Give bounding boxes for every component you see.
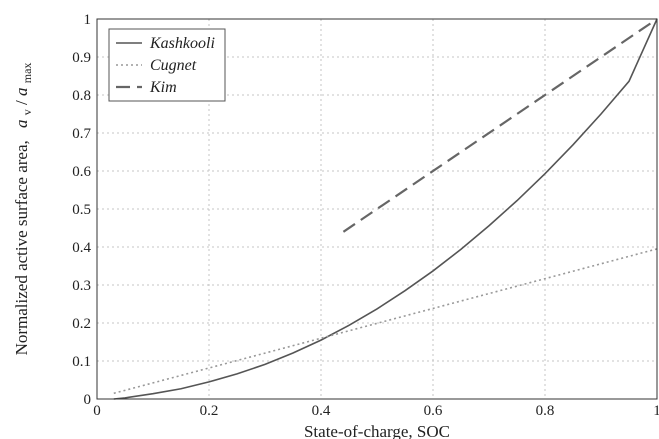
y-axis-label: Normalized active surface area, a v / a … — [12, 63, 35, 356]
series-line-kim — [342, 18, 658, 233]
y-tick-label: 0.3 — [72, 278, 91, 294]
y-tick-label: 0.5 — [72, 202, 91, 218]
series-line-cugnet — [113, 248, 658, 395]
y-axis-label-slash: / — [12, 100, 31, 105]
y-tick-label: 0.4 — [72, 240, 91, 256]
legend: Kashkooli Cugnet Kim — [108, 28, 226, 102]
y-tick-label: 0.1 — [72, 354, 91, 370]
x-tick-label: 1 — [653, 403, 659, 419]
y-tick-label: 0.8 — [72, 88, 91, 104]
legend-label-kashkooli: Kashkooli — [149, 35, 215, 52]
y-axis-label-denominator: a — [12, 87, 31, 96]
y-tick-label: 0.2 — [72, 316, 91, 332]
y-tick-label: 0.7 — [72, 126, 91, 142]
legend-label-cugnet: Cugnet — [150, 57, 197, 74]
y-axis-label-numerator-sub: v — [20, 109, 34, 115]
x-tick-label: 0.6 — [424, 403, 443, 419]
y-axis-label-denominator-sub: max — [20, 63, 34, 84]
x-tick-label: 0.2 — [200, 403, 219, 419]
y-tick-label: 0.6 — [72, 164, 91, 180]
y-axis-label-numerator: a — [12, 119, 31, 128]
legend-box — [108, 28, 226, 102]
plot-frame — [96, 18, 658, 400]
x-tick-label: 0.4 — [312, 403, 331, 419]
y-axis-label-prefix: Normalized active surface area, — [12, 140, 31, 355]
legend-label-kim: Kim — [149, 79, 177, 96]
y-tick-label: 1 — [84, 12, 92, 28]
tick-labels: 0 0.2 0.4 0.6 0.8 1 0 0.1 0.2 0.3 0.4 0.5 0.6 0.7 0.8 0… — [72, 12, 659, 419]
series-layer — [113, 18, 658, 400]
grid — [97, 19, 657, 399]
series-line-kashkooli — [113, 18, 658, 400]
y-tick-label: 0 — [84, 392, 92, 408]
x-tick-label: 0 — [93, 403, 101, 419]
y-tick-label: 0.9 — [72, 50, 91, 66]
x-axis-label: State-of-charge, SOC — [304, 422, 450, 439]
x-tick-label: 0.8 — [536, 403, 555, 419]
